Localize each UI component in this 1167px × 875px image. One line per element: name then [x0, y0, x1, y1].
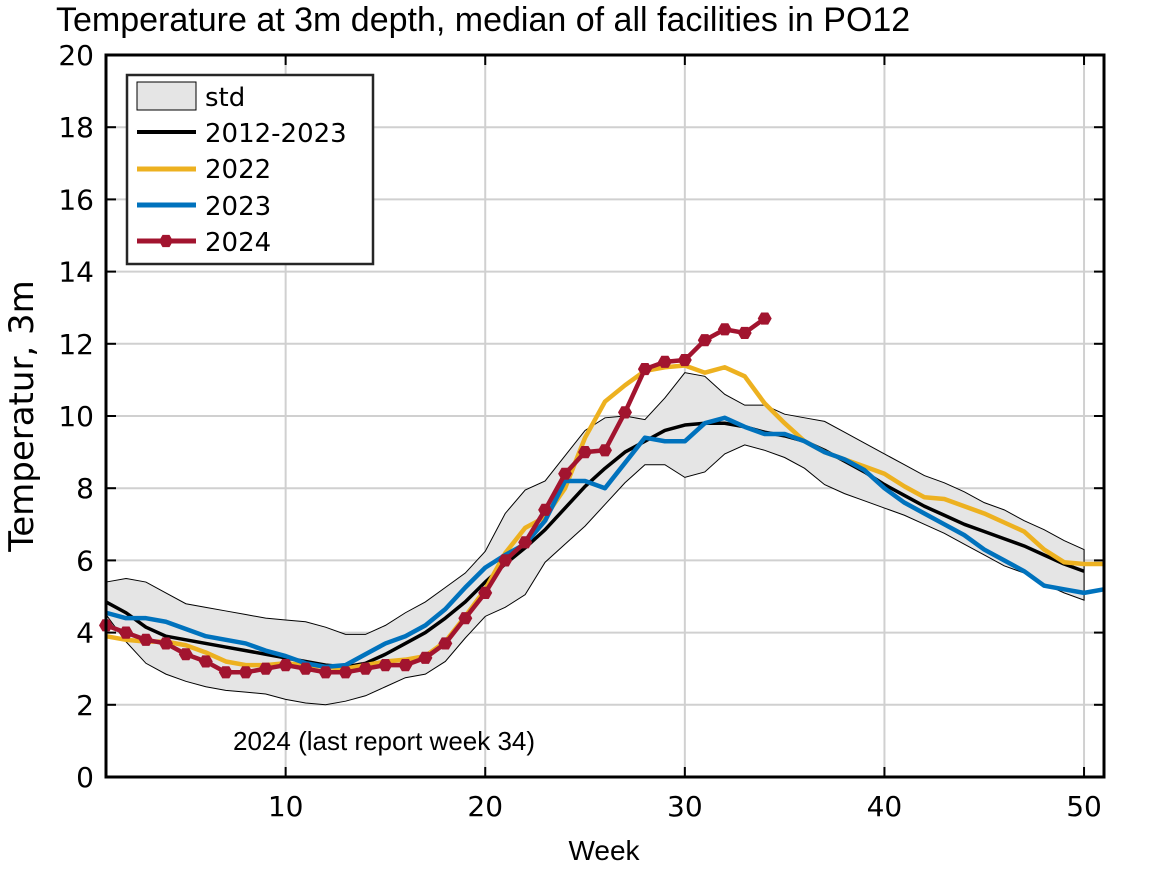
data-point-2024 [757, 312, 772, 325]
data-point-2024 [278, 659, 293, 672]
legend-label-2024: 2024 [205, 228, 271, 258]
data-point-2024 [198, 655, 213, 668]
data-point-2024 [538, 503, 553, 516]
data-point-2024 [119, 626, 133, 639]
data-point-2024 [378, 659, 393, 672]
data-point-2024 [657, 355, 672, 368]
legend-label-2012-2023: 2012-2023 [205, 119, 347, 149]
y-tick-label: 0 [76, 761, 94, 794]
data-point-2024 [717, 323, 732, 336]
x-tick-label: 50 [1066, 790, 1102, 823]
y-tick-label: 8 [76, 472, 94, 505]
data-point-2024 [737, 326, 752, 339]
legend-marker-2024 [159, 234, 173, 248]
data-point-2024 [158, 637, 173, 650]
series-line-2023 [105, 415, 1105, 670]
data-point-2024 [358, 662, 373, 675]
x-tick-label: 10 [268, 790, 304, 823]
data-point-2024 [458, 612, 473, 625]
data-point-2024 [138, 633, 153, 646]
data-point-2024 [677, 354, 692, 367]
legend-label-2022: 2022 [205, 155, 271, 185]
legend-label-2023: 2023 [205, 192, 271, 222]
data-point-2024 [637, 363, 652, 376]
data-point-2024 [218, 666, 233, 679]
data-point-2024 [598, 444, 612, 457]
data-point-2024 [238, 666, 253, 679]
series-line-2022 [105, 363, 1104, 671]
x-tick-label: 20 [467, 790, 503, 823]
legend-label-std: std [205, 83, 245, 113]
chart-annotation: 2024 (last report week 34) [233, 726, 535, 756]
y-axis-label: Temperatur, 3m [2, 280, 42, 553]
data-point-2024 [298, 662, 313, 675]
data-point-2024 [338, 666, 353, 679]
y-tick-label: 20 [58, 39, 94, 72]
data-point-2024 [578, 446, 592, 459]
x-tick-label: 40 [867, 790, 903, 823]
chart-title: Temperature at 3m depth, median of all f… [56, 1, 910, 39]
y-tick-label: 16 [58, 183, 94, 216]
data-point-2024 [178, 648, 193, 661]
data-point-2024 [318, 666, 333, 679]
data-point-2024 [418, 651, 433, 664]
data-point-2024 [478, 586, 493, 599]
data-point-2024 [498, 554, 513, 567]
plot-axes: 0 2 4 6 8 10 12 14 16 18 20 10 20 30 40 50 [58, 39, 1106, 823]
x-axis-label: Week [568, 835, 640, 866]
series-line-2024 [105, 316, 766, 675]
data-point-2024 [398, 659, 413, 672]
series-line-2012-2023 [105, 421, 1085, 669]
y-tick-label: 12 [58, 328, 94, 361]
x-tick-label: 30 [667, 790, 703, 823]
y-tick-label: 10 [58, 400, 94, 433]
legend-std-swatch [136, 81, 197, 111]
data-point-2024 [697, 334, 712, 347]
y-tick-label: 4 [76, 617, 94, 650]
y-tick-label: 6 [76, 544, 94, 577]
legend: std 2012-2023 2022 2023 2024 [125, 73, 375, 266]
y-tick-label: 14 [58, 256, 94, 289]
data-point-2024 [618, 406, 632, 419]
data-point-2024 [438, 637, 453, 650]
data-point-2024 [258, 662, 273, 675]
data-point-2024 [518, 536, 533, 549]
y-tick-label: 18 [58, 111, 94, 144]
y-tick-label: 2 [76, 689, 94, 722]
series-lines [99, 312, 1105, 679]
data-point-2024 [558, 467, 573, 480]
